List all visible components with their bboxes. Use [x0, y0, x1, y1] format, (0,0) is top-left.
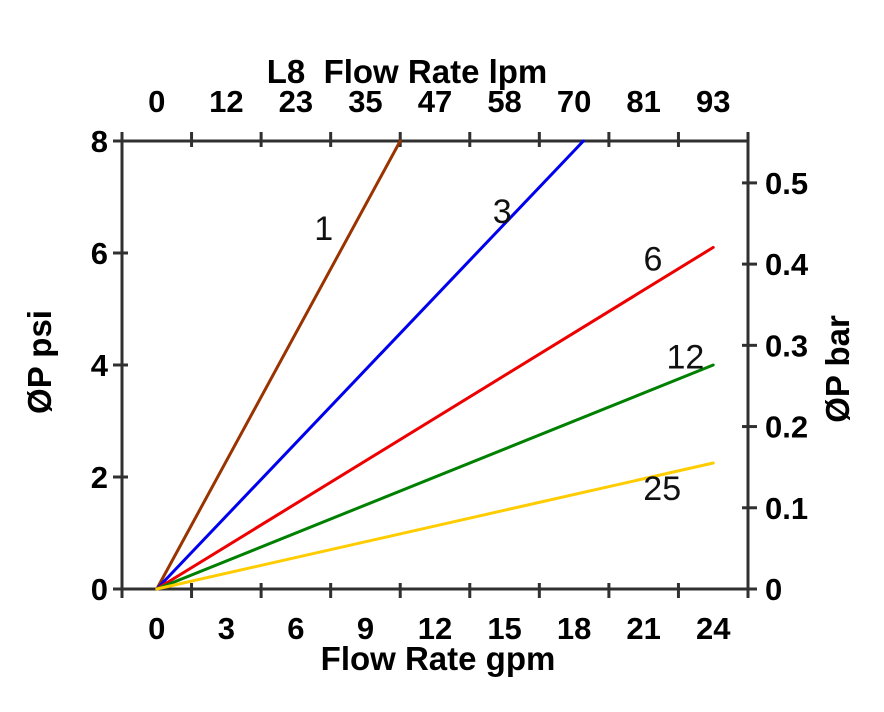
series-label-3: 3	[493, 193, 512, 231]
plot-frame	[120, 139, 750, 591]
left-axis-title: ØP psi	[21, 310, 58, 414]
bottom-axis-title: Flow Rate gpm	[320, 640, 556, 677]
right-axis-tick-label: 0.1	[765, 491, 808, 526]
series-line-12	[155, 363, 715, 591]
bottom-axis-tick-label: 12	[418, 611, 452, 646]
bottom-axis-tick-label: 15	[487, 611, 521, 646]
top-axis-tick-label: 47	[418, 84, 452, 119]
top-axis-tick-label: 70	[557, 84, 591, 119]
top-axis-tick-label: 58	[487, 84, 521, 119]
bottom-axis-tick-label: 18	[557, 611, 591, 646]
series-line-25	[155, 461, 715, 591]
top-axis-tick-label: 23	[279, 84, 313, 119]
bottom-axis-tick-label: 3	[218, 611, 235, 646]
bottom-axis-tick-label: 24	[696, 611, 731, 646]
top-axis-tick-label: 12	[209, 84, 243, 119]
left-axis-tick-label: 4	[91, 348, 109, 383]
bottom-axis-tick-label: 6	[287, 611, 304, 646]
series-label-12: 12	[666, 339, 704, 377]
series-line-1	[155, 139, 402, 591]
top-axis-tick-label: 35	[348, 84, 382, 119]
right-axis-tick-label: 0.4	[765, 247, 809, 282]
series-line-6	[155, 245, 715, 591]
bottom-axis-tick-label: 0	[148, 611, 165, 646]
series-label-6: 6	[643, 241, 662, 279]
top-axis-title: L8 Flow Rate lpm	[266, 53, 548, 90]
right-axis-tick-label: 0.2	[765, 410, 808, 445]
left-axis-tick-label: 8	[91, 124, 108, 159]
top-axis-tick-label: 0	[148, 84, 165, 119]
right-axis-title: ØP bar	[819, 315, 856, 423]
series-line-3	[155, 139, 585, 591]
top-axis-tick-label: 81	[626, 84, 660, 119]
right-axis-tick-label: 0.3	[765, 328, 808, 363]
bottom-axis-tick-label: 21	[626, 611, 660, 646]
left-axis-tick-label: 2	[91, 460, 108, 495]
right-axis-tick-label: 0	[765, 572, 782, 607]
left-axis-tick-label: 0	[91, 572, 108, 607]
right-axis-tick-label: 0.5	[765, 166, 808, 201]
top-axis-tick-label: 93	[696, 84, 730, 119]
series-label-1: 1	[314, 210, 333, 248]
left-axis-tick-label: 6	[91, 236, 108, 271]
bottom-axis-tick-label: 9	[357, 611, 374, 646]
series-label-25: 25	[643, 470, 681, 508]
